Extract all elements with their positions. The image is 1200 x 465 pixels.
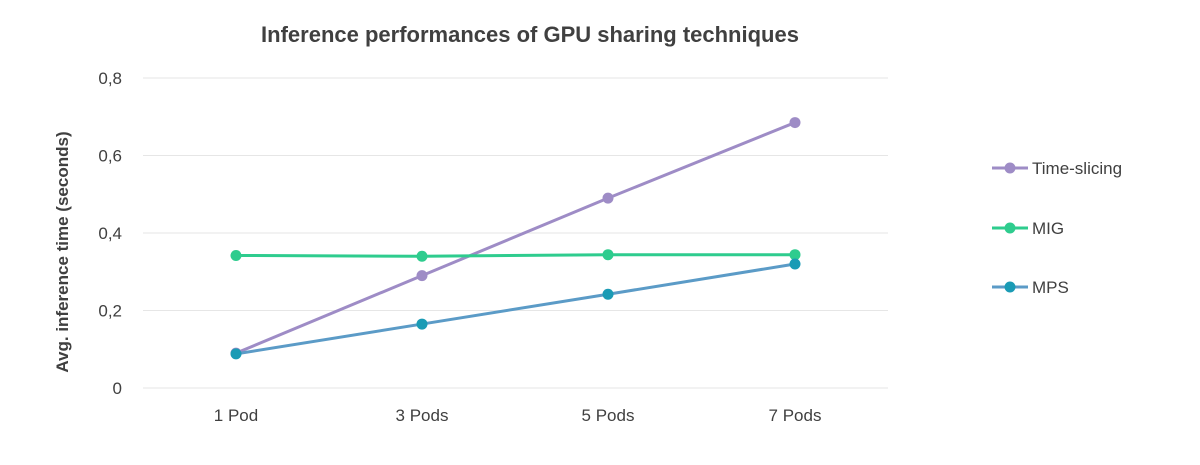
data-point: [602, 288, 614, 300]
legend-swatch-marker: [1004, 281, 1016, 293]
legend-item: Time-slicing: [992, 159, 1122, 178]
x-tick-label: 1 Pod: [214, 406, 258, 425]
data-point: [416, 318, 428, 330]
y-tick-label: 0,4: [98, 224, 122, 243]
y-tick-label: 0,2: [98, 302, 122, 321]
x-tick-label: 5 Pods: [582, 406, 635, 425]
series-mig: [230, 249, 801, 262]
legend: Time-slicing MIG MPS: [992, 159, 1122, 297]
y-axis-label: Avg. inference time (seconds): [53, 131, 72, 372]
series-line: [234, 253, 797, 258]
data-point: [230, 348, 242, 360]
data-point: [416, 250, 428, 262]
legend-label: Time-slicing: [1032, 159, 1122, 178]
x-tick-label: 3 Pods: [396, 406, 449, 425]
chart-title: Inference performances of GPU sharing te…: [261, 22, 799, 47]
x-tick-label: 7 Pods: [769, 406, 822, 425]
data-point: [789, 258, 801, 270]
legend-label: MIG: [1032, 219, 1064, 238]
y-tick-label: 0: [113, 379, 122, 398]
data-point: [789, 249, 801, 261]
legend-swatch-marker: [1004, 222, 1016, 234]
series-mps: [230, 258, 801, 360]
data-point: [416, 270, 428, 282]
series-line: [234, 121, 797, 355]
y-axis-ticks: 0 0,2 0,4 0,6 0,8: [98, 69, 122, 398]
data-point: [789, 117, 801, 129]
y-tick-label: 0,8: [98, 69, 122, 88]
data-point: [602, 192, 614, 204]
legend-label: MPS: [1032, 278, 1069, 297]
legend-item: MPS: [992, 278, 1069, 297]
y-tick-label: 0,6: [98, 147, 122, 166]
legend-swatch-marker: [1004, 162, 1016, 174]
x-axis-ticks: 1 Pod 3 Pods 5 Pods 7 Pods: [214, 406, 822, 425]
data-point: [230, 249, 242, 261]
data-point: [602, 249, 614, 261]
series-line: [234, 262, 797, 356]
legend-item: MIG: [992, 219, 1064, 238]
series: [230, 117, 801, 360]
series-time-slicing: [230, 117, 801, 359]
grid: [143, 77, 888, 389]
